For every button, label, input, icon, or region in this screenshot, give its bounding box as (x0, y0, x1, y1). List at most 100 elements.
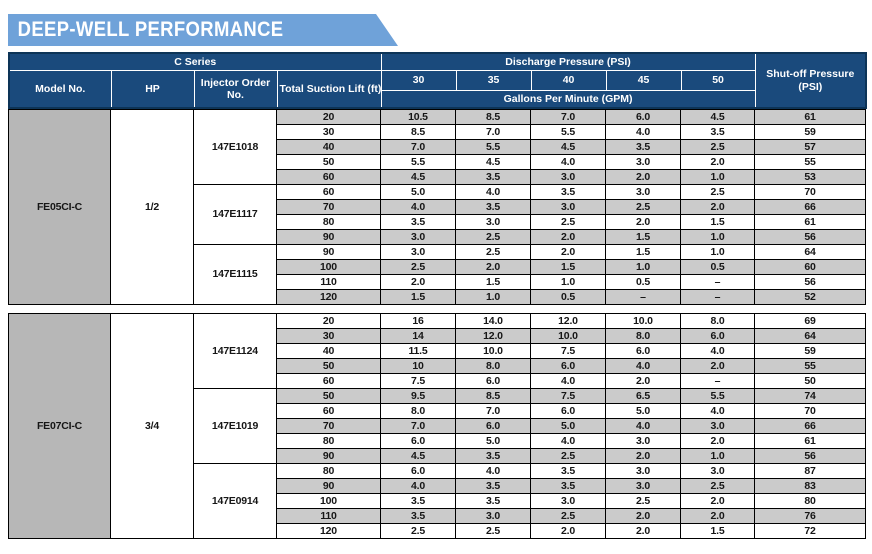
gpm-cell: 6.0 (530, 403, 606, 419)
gpm-cell: 8.0 (380, 403, 456, 419)
gpm-cell: 2.5 (605, 493, 681, 509)
header-discharge-pressure: Discharge Pressure (PSI) (380, 52, 756, 71)
gpm-cell: 2.5 (605, 199, 681, 215)
gpm-cell: 1.5 (530, 259, 606, 275)
performance-table: C Series Discharge Pressure (PSI) Shut-o… (8, 52, 868, 539)
gpm-cell: 3.5 (455, 478, 531, 494)
gpm-cell: 3.5 (530, 184, 606, 200)
gpm-cell: 2.0 (605, 373, 681, 389)
shutoff-cell: 64 (754, 328, 866, 344)
gpm-cell: 1.0 (680, 169, 755, 185)
gpm-cell: 2.0 (380, 274, 456, 290)
table-row: 147E1117 60 5.0 4.0 3.5 3.0 2.5 70 (9, 184, 866, 245)
suction-lift-cell: 70 (276, 199, 381, 215)
gpm-cell: 2.5 (530, 448, 606, 464)
table-row: 30 8.5 7.0 5.5 4.0 3.5 59 (9, 124, 866, 140)
gpm-cell: 3.5 (455, 493, 531, 509)
table-row: 147E0914 80 6.0 4.0 3.5 3.0 3.0 87 (9, 463, 866, 539)
gpm-cell: 12.0 (530, 313, 606, 329)
gpm-cell: 3.0 (380, 229, 456, 245)
shutoff-cell: 50 (754, 373, 866, 389)
gpm-cell: 10.0 (530, 328, 606, 344)
gpm-cell: 3.0 (455, 508, 531, 524)
gpm-cell: 4.0 (680, 343, 755, 359)
gpm-cell: 0.5 (605, 274, 681, 290)
suction-lift-cell: 40 (276, 343, 381, 359)
gpm-cell: – (680, 373, 755, 389)
shutoff-cell: 55 (754, 358, 866, 374)
page-title: DEEP-WELL PERFORMANCE (17, 18, 284, 41)
gpm-cell: – (680, 289, 755, 305)
gpm-cell: 1.5 (680, 214, 755, 230)
gpm-cell: 1.0 (455, 289, 531, 305)
gpm-cell: 2.0 (680, 154, 755, 170)
gpm-cell: 3.0 (605, 463, 681, 479)
gpm-cell: 4.0 (380, 478, 456, 494)
table-row: 147E1019 50 9.5 8.5 7.5 6.5 5.5 74 (9, 388, 866, 464)
gpm-cell: 3.0 (530, 199, 606, 215)
suction-lift-cell: 50 (276, 358, 381, 374)
gpm-cell: 3.0 (380, 244, 456, 260)
gpm-cell: 5.0 (605, 403, 681, 419)
header-row-1: C Series Discharge Pressure (PSI) Shut-o… (8, 52, 867, 109)
gpm-cell: 4.0 (605, 124, 681, 140)
gpm-cell: 14.0 (455, 313, 531, 329)
shutoff-cell: 76 (754, 508, 866, 524)
header-psi-35: 35 (455, 70, 532, 91)
table-row: 100 2.5 2.0 1.5 1.0 0.5 60 (9, 259, 866, 275)
gpm-cell: 3.5 (605, 139, 681, 155)
gpm-cell: 2.5 (455, 523, 531, 539)
gpm-cell: 6.0 (530, 358, 606, 374)
shutoff-cell: 52 (754, 289, 866, 305)
shutoff-cell: 61 (754, 214, 866, 230)
gpm-cell: 7.5 (380, 373, 456, 389)
shutoff-cell: 56 (754, 448, 866, 464)
gpm-cell: – (680, 274, 755, 290)
header-psi-30: 30 (380, 70, 457, 91)
suction-lift-cell: 90 (276, 229, 381, 245)
gpm-cell: 7.0 (380, 418, 456, 434)
gpm-cell: 2.0 (605, 169, 681, 185)
gpm-cell: 11.5 (380, 343, 456, 359)
gpm-cell: 2.0 (680, 358, 755, 374)
gpm-cell: 3.5 (380, 493, 456, 509)
gpm-cell: 10 (380, 358, 456, 374)
gpm-cell: 3.5 (530, 478, 606, 494)
table-row: FE07CI-C 3/4 147E1124 20 16 14.0 12.0 10.0 8.0 69 (8, 313, 866, 539)
suction-lift-cell: 80 (276, 433, 381, 449)
gpm-cell: 2.0 (605, 448, 681, 464)
shutoff-cell: 69 (754, 313, 866, 329)
gpm-cell: 2.0 (530, 244, 606, 260)
shutoff-cell: 61 (754, 433, 866, 449)
header-shutoff-pressure: Shut-off Pressure (PSI) (754, 52, 867, 109)
shutoff-cell: 59 (754, 343, 866, 359)
header-row-2: Model No. HP Injector Order No. Total Su… (8, 70, 866, 109)
shutoff-cell: 55 (754, 154, 866, 170)
shutoff-cell: 74 (754, 388, 866, 404)
gpm-cell: 7.0 (455, 403, 531, 419)
model-cell: FE07CI-C (8, 313, 111, 539)
table-row: 30 14 12.0 10.0 8.0 6.0 64 (9, 328, 866, 344)
gpm-cell: 1.5 (455, 274, 531, 290)
gpm-cell: 1.5 (605, 229, 681, 245)
header-hp: HP (110, 70, 195, 109)
gpm-cell: 3.5 (680, 124, 755, 140)
suction-lift-cell: 90 (276, 244, 381, 260)
gpm-cell: 16 (380, 313, 456, 329)
shutoff-cell: 59 (754, 124, 866, 140)
gpm-cell: 14 (380, 328, 456, 344)
suction-lift-cell: 20 (276, 313, 381, 329)
shutoff-cell: 56 (754, 229, 866, 245)
gpm-cell: 3.0 (530, 169, 606, 185)
shutoff-cell: 60 (754, 259, 866, 275)
injector-cell: 147E1115 (193, 244, 277, 305)
table-row: 80 6.0 5.0 4.0 3.0 2.0 61 (9, 433, 866, 449)
gpm-cell: 5.5 (530, 124, 606, 140)
gpm-cell: 6.0 (605, 109, 681, 125)
hp-cell: 1/2 (110, 109, 194, 305)
gpm-cell: 4.5 (380, 169, 456, 185)
shutoff-cell: 66 (754, 418, 866, 434)
gpm-cell: 2.0 (680, 433, 755, 449)
gpm-cell: 8.0 (455, 358, 531, 374)
shutoff-cell: 70 (754, 403, 866, 419)
